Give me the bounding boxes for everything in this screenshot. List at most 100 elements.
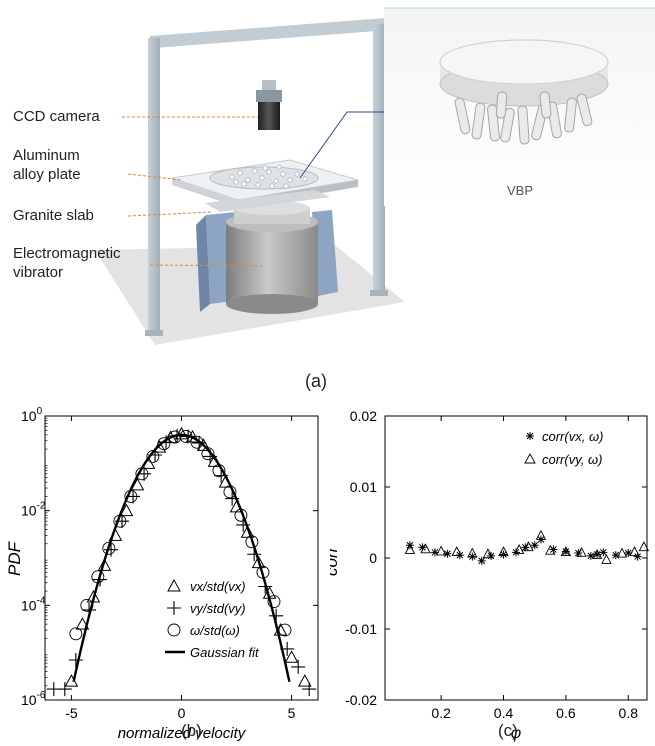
label-plate-line2: alloy plate xyxy=(13,166,81,183)
label-vibrator-line1: Electromagnetic xyxy=(13,245,121,262)
frame-left-post xyxy=(148,38,160,336)
inset-connector xyxy=(299,111,386,179)
data-point-triangle xyxy=(152,440,167,453)
x-tick-label: 0.8 xyxy=(619,705,639,721)
legend-label-b: corr(vy, ω) xyxy=(542,452,602,467)
data-markers xyxy=(404,529,650,565)
y-tick-label: 10-6 xyxy=(21,690,46,708)
data-point-triangle xyxy=(467,547,478,558)
legend: corr(vx, ω) corr(vy, ω) xyxy=(524,429,603,467)
data-point-circle xyxy=(146,449,160,463)
data-point-circle xyxy=(168,430,182,444)
y-tick-label: 0 xyxy=(369,550,377,566)
data-point-star xyxy=(477,556,486,565)
y-tick-label: 0.02 xyxy=(350,408,377,424)
data-point-triangle xyxy=(64,674,79,687)
data-point-triangle xyxy=(513,544,525,554)
data-point-circle xyxy=(278,623,292,637)
data-point-circle xyxy=(256,565,270,579)
data-point-triangle xyxy=(284,650,299,663)
vbp-rendering xyxy=(439,39,609,145)
data-point-triangle xyxy=(545,544,556,555)
x-tick-label: -5 xyxy=(65,705,78,721)
legend-label-a: corr(vx, ω) xyxy=(542,429,603,444)
data-point-star xyxy=(586,551,595,560)
gaussian-fit-line xyxy=(72,433,291,682)
data-point-plus xyxy=(225,491,240,506)
data-point-plus xyxy=(247,547,262,562)
data-point-plus xyxy=(214,468,229,483)
x-tick-label: 0 xyxy=(178,705,186,721)
data-point-triangle xyxy=(174,426,189,440)
data-point-plus xyxy=(258,579,273,594)
data-point-triangle xyxy=(451,546,462,557)
data-point-triangle xyxy=(273,623,288,636)
data-point-star xyxy=(512,548,520,557)
label-plate-line1: Aluminum xyxy=(13,147,80,164)
vibrator-right-housing xyxy=(312,210,338,296)
data-point-plus xyxy=(82,602,97,617)
data-point-plus xyxy=(57,682,72,697)
data-point-triangle xyxy=(576,546,587,557)
data-point-circle xyxy=(124,489,138,503)
data-point-plus xyxy=(203,449,218,464)
legend: vx/std(vx) vy/std(vy) ω/std(ω) Gaussian fit xyxy=(165,578,260,660)
data-point-circle xyxy=(102,541,116,555)
data-point-triangle xyxy=(616,547,628,558)
data-point-circle xyxy=(201,447,215,461)
data-point-plus xyxy=(181,429,196,444)
data-point-circle xyxy=(212,464,226,478)
y-tick-label: 10-4 xyxy=(21,595,46,613)
legend-marker-circle xyxy=(167,623,181,637)
y-axis-label: PDF xyxy=(5,540,24,576)
leader-lines xyxy=(122,116,263,267)
pdf-chart: 100 10-2 10-4 10-6 -5 0 5 PDF normalized velocit… xyxy=(5,406,319,742)
data-point-plus xyxy=(159,435,174,450)
data-point-star xyxy=(599,548,608,557)
legend-marker-star xyxy=(526,432,534,440)
data-point-star xyxy=(633,552,642,561)
data-point-star xyxy=(611,551,620,560)
data-point-triangle xyxy=(482,548,494,559)
data-point-star xyxy=(549,545,558,554)
label-granite-slab: Granite slab xyxy=(13,207,94,224)
data-point-circle xyxy=(69,627,83,641)
vibrator-cylinder xyxy=(226,222,318,304)
data-point-star xyxy=(443,549,452,558)
data-point-star xyxy=(561,547,570,556)
data-point-star xyxy=(418,543,427,552)
data-point-plus xyxy=(280,641,295,656)
data-point-circle xyxy=(80,598,94,612)
data-point-triangle xyxy=(420,543,431,554)
data-point-circle xyxy=(190,435,204,449)
data-point-plus xyxy=(68,652,83,667)
particles xyxy=(229,164,308,189)
data-point-star xyxy=(624,549,633,558)
data-point-star xyxy=(530,541,539,550)
legend-marker-triangle xyxy=(167,578,181,592)
panel-a: CCD camera Aluminum alloy plate Granite … xyxy=(13,7,655,390)
data-point-plus xyxy=(115,514,130,529)
data-point-plus xyxy=(126,489,141,504)
data-point-triangle xyxy=(229,499,244,513)
data-point-plus xyxy=(302,682,317,697)
apparatus-illustration xyxy=(95,7,655,345)
caption-b: (b) xyxy=(181,721,202,740)
data-point-star xyxy=(455,551,464,560)
granite-slab xyxy=(205,190,330,212)
y-tick-label: -0.01 xyxy=(345,621,377,637)
label-vibrator-line2: vibrator xyxy=(13,264,64,281)
data-point-triangle xyxy=(196,438,211,451)
label-ccd-camera: CCD camera xyxy=(13,108,100,125)
y-tick-label: -0.02 xyxy=(345,692,377,708)
data-point-circle xyxy=(113,514,127,528)
data-point-triangle xyxy=(629,546,640,557)
x-tick-label: 5 xyxy=(288,705,296,721)
data-point-triangle xyxy=(601,553,612,564)
data-point-triangle xyxy=(86,589,101,603)
x-axis-label: normalized velocity xyxy=(118,725,247,742)
data-point-circle xyxy=(135,467,149,481)
legend-marker-triangle xyxy=(524,453,536,464)
data-point-star xyxy=(499,550,508,559)
data-point-triangle xyxy=(560,546,572,557)
